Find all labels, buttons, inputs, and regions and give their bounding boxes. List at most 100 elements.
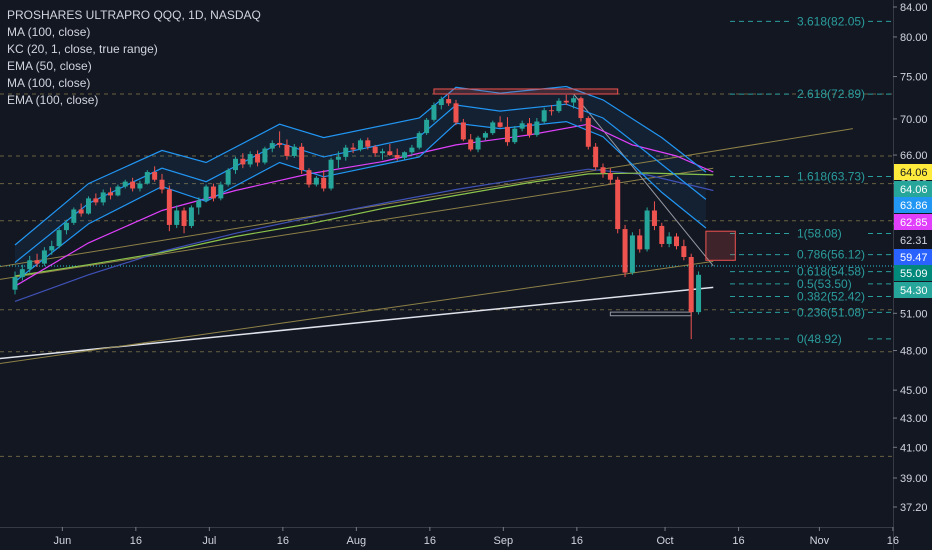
chart-legend: PROSHARES ULTRAPRO QQQ, 1D, NASDAQ MA (1… [7,7,261,109]
candle-body [247,154,253,165]
trendline-olive [0,128,853,268]
x-tick-label: Nov [810,535,830,547]
candle-body [534,121,540,135]
legend-study-ema100[interactable]: EMA (100, close) [7,93,99,107]
candle-body [269,143,275,149]
candle-body [291,146,297,156]
candle-body [475,137,481,150]
x-tick-label: 16 [277,535,289,547]
candle-body [328,159,334,189]
candle-body [512,128,518,143]
drawing-rectangle [705,230,736,261]
candle-body [402,152,408,158]
price-badge-label: 64.06 [900,167,928,179]
x-tick-label: Aug [347,535,367,547]
candle-body [600,167,606,173]
candle-body [255,154,261,163]
legend-study-ema50[interactable]: EMA (50, close) [7,59,92,73]
candle-body [284,144,290,156]
candle-body [431,105,437,120]
fib-level-label: 0.382(52.42) [797,289,865,303]
candle-body [137,183,143,189]
x-tick-label: 16 [130,535,142,547]
candle-body [394,155,400,158]
legend-study-ma100[interactable]: MA (100, close) [7,25,91,39]
fib-level-label: 0.618(54.58) [797,265,865,279]
candle-body [607,172,613,180]
candle-body [19,269,25,278]
fib-level-label: 0.236(51.08) [797,305,865,319]
candle-body [34,260,40,264]
candle-body [482,133,488,138]
candle-body [659,225,665,244]
price-badge-label: 62.31 [900,235,928,247]
y-tick-label: 51.00 [900,308,928,320]
candle-body [629,235,635,273]
candle-body [299,146,305,171]
legend-study-ma100-2[interactable]: MA (100, close) [7,76,91,90]
candle-body [71,209,77,223]
candle-body [527,123,532,135]
candle-body [453,103,459,123]
x-tick-label: 16 [571,535,583,547]
keltner-channel-fill [15,86,706,282]
price-badge-label: 59.47 [900,252,928,264]
candle-body [41,250,47,264]
price-badge-label: 63.86 [900,200,928,212]
candle-body [490,122,496,134]
candle-body [563,100,569,103]
candle-body [203,186,209,201]
trendline-white [0,286,714,360]
candle-body [497,122,503,127]
candle-body [556,100,562,112]
legend-title[interactable]: PROSHARES ULTRAPRO QQQ, 1D, NASDAQ [7,8,261,22]
candle-body [262,148,268,163]
price-badge [894,249,932,265]
candle-body [446,99,452,104]
candle-body [460,122,466,140]
price-badge [894,214,932,230]
x-tick-label: Sep [494,535,514,547]
candle-body [210,186,216,199]
candle-body [130,181,136,189]
kc-upper-line [14,85,707,246]
trendline-gray [573,93,714,267]
candle-body [424,119,430,134]
price-badge-label: 54.30 [900,285,928,297]
candle-body [519,123,525,129]
drawing-rectangle [609,311,692,317]
candle-body [696,274,702,313]
y-tick-label: 41.00 [900,442,928,454]
candle-body [56,230,62,247]
candle-body [681,246,687,257]
candle-body [644,210,650,250]
candle-body [674,236,679,247]
candle-body [666,236,672,244]
candle-body [63,222,69,231]
candle-body [233,158,238,171]
candle-body [321,177,327,189]
candle-body [549,110,555,112]
candle-body [27,260,33,270]
candle-body [504,126,510,143]
fib-level-label: 3.618(82.05) [797,14,865,28]
candle-body [49,246,55,251]
legend-study-kc[interactable]: KC (20, 1, close, true range) [7,42,158,56]
price-badge [894,265,932,281]
y-tick-label: 45.00 [900,385,928,397]
candle-body [152,172,158,180]
candle-body [225,170,231,185]
candle-body [541,110,547,122]
y-tick-label: 80.00 [900,32,928,44]
fib-level-label: 1.618(63.73) [797,170,865,184]
candle-body [122,181,128,187]
y-tick-label: 84.00 [900,2,928,14]
candle-body [306,170,312,185]
candle-body [144,172,150,184]
candle-body [78,209,84,214]
candle-body [12,277,18,290]
fib-level-label: 2.618(72.89) [797,87,865,101]
candle-body [181,210,187,226]
